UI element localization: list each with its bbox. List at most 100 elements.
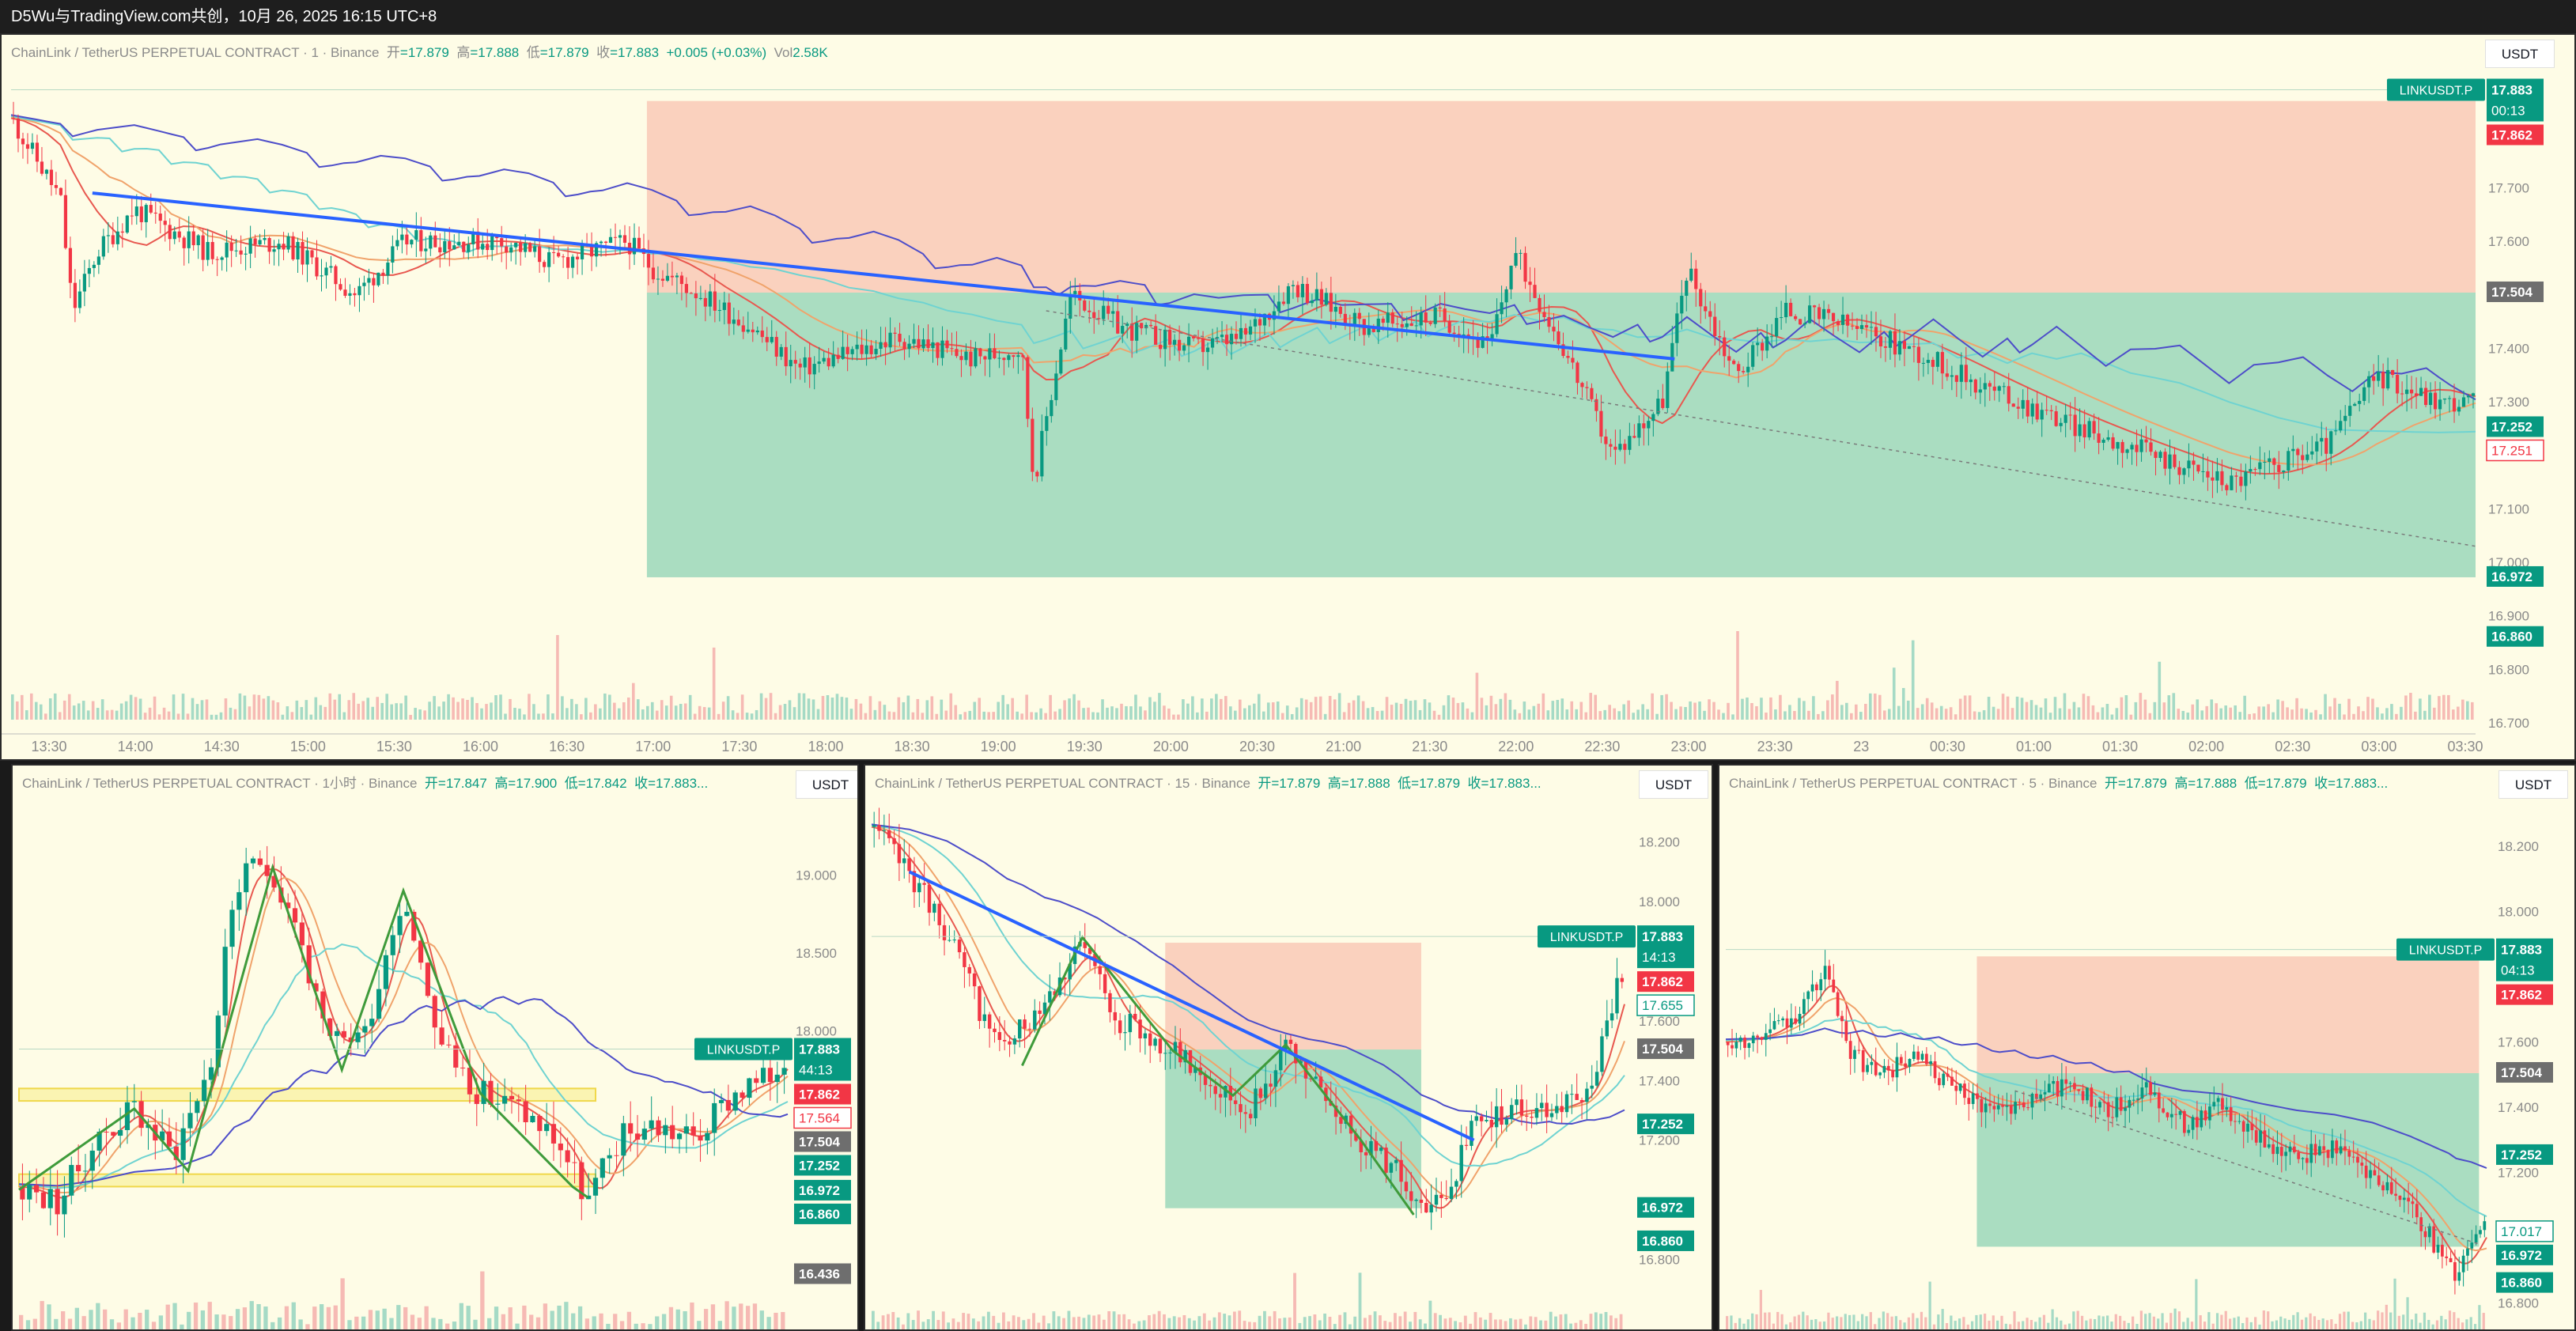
volume-bar bbox=[902, 1324, 905, 1329]
candle-body bbox=[149, 205, 153, 213]
chart-pane-1h[interactable]: ChainLink / TetherUS PERPETUAL CONTRACT … bbox=[11, 764, 859, 1331]
candle-body bbox=[481, 244, 485, 250]
candle-body bbox=[997, 357, 1001, 359]
candle-body bbox=[1964, 365, 1968, 383]
volume-bar bbox=[1589, 1314, 1593, 1329]
volume-bar bbox=[1142, 1320, 1146, 1329]
volume-bar bbox=[1012, 1315, 1016, 1329]
candle-body bbox=[972, 973, 977, 987]
candle-body bbox=[1449, 1186, 1454, 1200]
volume-bar bbox=[916, 698, 920, 720]
volume-bar bbox=[1383, 1321, 1387, 1329]
candle-body bbox=[191, 231, 195, 246]
volume-bar bbox=[424, 1306, 429, 1329]
volume-bar bbox=[1560, 698, 1564, 720]
volume-bar bbox=[986, 1311, 990, 1329]
take-profit-zone bbox=[1976, 1072, 2480, 1247]
volume-bar bbox=[2123, 1321, 2126, 1329]
candle-body bbox=[2052, 1080, 2056, 1084]
candle-body bbox=[1083, 300, 1087, 311]
chart-pane-15m[interactable]: ChainLink / TetherUS PERPETUAL CONTRACT … bbox=[864, 764, 1713, 1331]
volume-bar bbox=[1338, 1314, 1342, 1329]
currency-selector[interactable]: USDT bbox=[2498, 770, 2568, 799]
candle-body bbox=[1444, 1197, 1448, 1200]
candle-body bbox=[1404, 1182, 1409, 1192]
candle-body bbox=[1209, 1084, 1212, 1087]
candle-body bbox=[663, 1125, 668, 1136]
candle-body bbox=[2288, 1146, 2292, 1152]
volume-bar bbox=[592, 1316, 596, 1329]
volume-bar bbox=[1589, 693, 1593, 720]
currency-selector[interactable]: USDT bbox=[796, 770, 857, 799]
chart-canvas-5m[interactable]: 18.20018.00017.60017.40017.20016.800LINK… bbox=[1719, 766, 2574, 1329]
candle-body bbox=[1751, 345, 1755, 367]
symbol-tag-label: LINKUSDT.P bbox=[707, 1044, 780, 1057]
candle-body bbox=[618, 235, 622, 238]
candle-body bbox=[153, 212, 157, 214]
candle-body bbox=[1780, 317, 1784, 319]
volume-bar bbox=[1973, 711, 1976, 720]
candle-body bbox=[1033, 1010, 1037, 1030]
volume-bar bbox=[1755, 1314, 1758, 1329]
price-label-value: 16.972 bbox=[2501, 1248, 2542, 1263]
candle-body bbox=[1144, 324, 1148, 329]
volume-bar bbox=[2207, 1312, 2211, 1329]
ohlc-high-label: 高 bbox=[456, 45, 471, 60]
volume-bar bbox=[1313, 1314, 1317, 1329]
candle-body bbox=[1723, 337, 1727, 357]
candle-body bbox=[1429, 1204, 1433, 1213]
candle-body bbox=[2277, 464, 2281, 472]
candle-body bbox=[936, 342, 940, 358]
candle-body bbox=[1424, 312, 1428, 323]
candle-body bbox=[1904, 1063, 1908, 1068]
candle-body bbox=[1419, 1199, 1424, 1204]
volume-bar bbox=[1594, 1312, 1598, 1329]
candle-body bbox=[215, 1015, 221, 1068]
candle-body bbox=[372, 278, 376, 285]
volume-bar bbox=[1865, 1316, 1868, 1329]
chart-canvas-1m[interactable]: 17.70017.60017.40017.30017.10017.00016.9… bbox=[2, 35, 2574, 759]
volume-bar bbox=[697, 1321, 702, 1329]
chart-canvas-15m[interactable]: 18.20018.00017.80017.60017.40017.20016.8… bbox=[865, 766, 1712, 1329]
currency-selector[interactable]: USDT bbox=[1639, 770, 1708, 799]
chart-pane-5m[interactable]: ChainLink / TetherUS PERPETUAL CONTRACT … bbox=[1718, 764, 2576, 1331]
volume-bar bbox=[726, 696, 730, 720]
candle-body bbox=[1153, 1038, 1157, 1046]
volume-label: Vol bbox=[774, 45, 793, 60]
volume-bar bbox=[2465, 1319, 2468, 1329]
y-tick-label: 16.800 bbox=[2498, 1295, 2539, 1310]
volume-bar bbox=[1063, 700, 1066, 720]
candle-body bbox=[1118, 1020, 1122, 1034]
volume-bar bbox=[1987, 697, 1991, 720]
volume-bar bbox=[2063, 1324, 2067, 1329]
candle-body bbox=[1500, 302, 1504, 315]
candle-body bbox=[2320, 437, 2324, 442]
volume-bar bbox=[2186, 713, 2190, 720]
chart-pane-1m[interactable]: ChainLink / TetherUS PERPETUAL CONTRACT … bbox=[0, 33, 2576, 761]
volume-bar bbox=[2410, 1319, 2414, 1329]
candle-body bbox=[248, 238, 252, 254]
candle-body bbox=[533, 246, 537, 252]
volume-bar bbox=[67, 1318, 73, 1329]
volume-bar bbox=[263, 1306, 268, 1329]
candle-body bbox=[1775, 318, 1779, 337]
candle-body bbox=[2234, 1121, 2237, 1122]
volume-bar bbox=[1039, 708, 1042, 720]
volume-bar bbox=[2006, 696, 2010, 720]
candle-body bbox=[2040, 410, 2044, 420]
y-tick-label: 17.700 bbox=[2488, 180, 2529, 195]
candle-body bbox=[68, 248, 73, 283]
candle-body bbox=[488, 1080, 494, 1105]
candle-body bbox=[376, 989, 382, 1019]
candle-body bbox=[2011, 403, 2015, 407]
candle-body bbox=[1324, 293, 1328, 305]
volume-bar bbox=[887, 1314, 890, 1329]
candle-body bbox=[1384, 1148, 1388, 1173]
candle-body bbox=[220, 257, 224, 260]
volume-bar bbox=[2406, 1297, 2409, 1329]
volume-bar bbox=[187, 1311, 191, 1329]
currency-selector[interactable]: USDT bbox=[2485, 40, 2555, 68]
y-tick-label: 18.500 bbox=[796, 946, 837, 961]
candle-body bbox=[2362, 387, 2366, 401]
